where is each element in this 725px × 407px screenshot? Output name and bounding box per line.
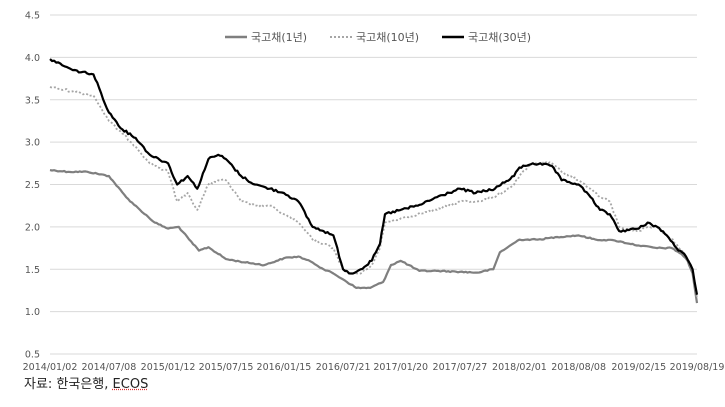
legend-label: 국고채(1년) xyxy=(251,31,307,44)
series-line-10y xyxy=(49,86,698,300)
y-tick-label: 4.0 xyxy=(25,53,40,64)
legend: 국고채(1년) 국고채(10년) 국고채(30년) xyxy=(225,31,531,44)
series-line-1y xyxy=(49,169,699,304)
y-tick-label: 4.5 xyxy=(25,11,40,22)
x-tick-label: 2018/02/01 xyxy=(492,362,547,373)
y-tick-label: 1.0 xyxy=(25,307,40,318)
series-line-30y xyxy=(49,58,699,295)
x-tick-label: 2014/01/02 xyxy=(23,362,78,373)
y-tick-label: 2.0 xyxy=(25,222,40,233)
x-tick-label: 2019/02/15 xyxy=(611,362,666,373)
x-tick-label: 2016/01/15 xyxy=(257,362,312,373)
y-tick-label: 1.5 xyxy=(25,265,40,276)
legend-label: 국고채(10년) xyxy=(356,31,419,44)
source-note: 자료: 한국은행, ECOS xyxy=(24,373,148,392)
series-lines xyxy=(49,58,699,304)
x-tick-label: 2017/07/27 xyxy=(433,362,488,373)
x-axis: 2014/01/02 2014/07/08 2015/01/12 2015/07/15… xyxy=(23,362,725,373)
y-tick-label: 2.5 xyxy=(25,180,40,191)
x-tick-label: 2019/08/19 xyxy=(670,362,725,373)
y-tick-label: 3.5 xyxy=(25,95,40,106)
source-prefix: 자료: 한국은행, xyxy=(24,377,113,392)
x-tick-label: 2014/07/08 xyxy=(81,362,136,373)
x-tick-label: 2018/08/08 xyxy=(551,362,606,373)
x-tick-label: 2016/07/21 xyxy=(316,362,371,373)
y-tick-label: 3.0 xyxy=(25,138,40,149)
y-axis: 0.5 1.0 1.5 2.0 2.5 3.0 3.5 4.0 4.5 xyxy=(25,11,40,361)
gridlines xyxy=(50,14,697,355)
legend-label: 국고채(30년) xyxy=(468,31,531,44)
x-tick-label: 2017/01/20 xyxy=(373,362,428,373)
x-tick-label: 2015/07/15 xyxy=(199,362,254,373)
y-tick-label: 0.5 xyxy=(25,350,40,361)
source-name: ECOS xyxy=(112,377,149,392)
x-tick-label: 2015/01/12 xyxy=(141,362,196,373)
